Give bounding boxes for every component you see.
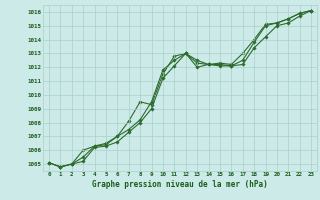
X-axis label: Graphe pression niveau de la mer (hPa): Graphe pression niveau de la mer (hPa) — [92, 180, 268, 189]
